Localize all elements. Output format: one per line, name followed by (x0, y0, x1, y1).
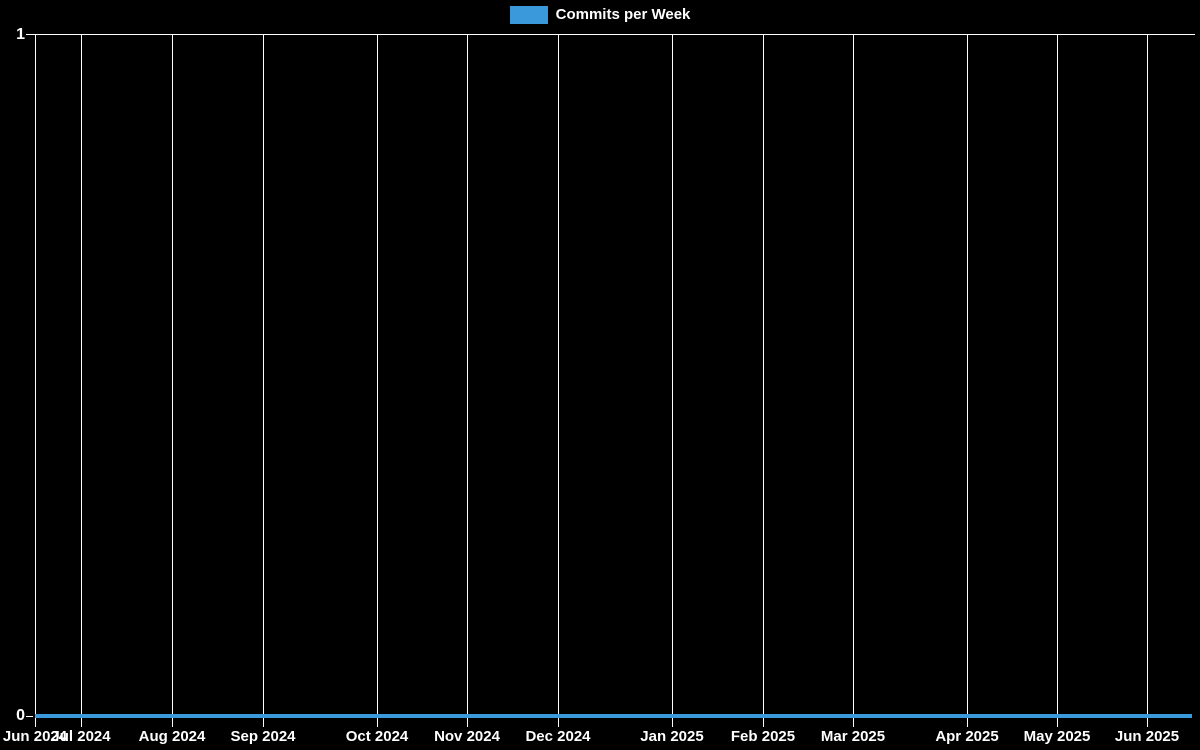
gridline-month (763, 34, 764, 727)
gridline-month (853, 34, 854, 727)
gridline-y-max (33, 34, 1195, 35)
legend[interactable]: Commits per Week (0, 6, 1200, 24)
gridline-month (672, 34, 673, 727)
y-tick-max (26, 34, 33, 35)
data-line-commits (35, 714, 1192, 718)
x-axis-label: Oct 2024 (345, 728, 409, 745)
gridline-month (1147, 34, 1148, 727)
x-axis-label: May 2025 (1023, 728, 1091, 745)
gridline-month (1057, 34, 1058, 727)
legend-swatch-icon (509, 6, 548, 24)
x-axis-label: Feb 2025 (730, 728, 796, 745)
x-axis-label: Aug 2024 (138, 728, 206, 745)
x-axis-label: Dec 2024 (525, 728, 591, 745)
y-tick-min (26, 716, 33, 717)
gridline-month (558, 34, 559, 727)
gridline-month (967, 34, 968, 727)
x-axis-label: Jul 2024 (51, 728, 111, 745)
x-axis-label: Sep 2024 (230, 728, 296, 745)
legend-label: Commits per Week (555, 6, 691, 23)
gridline-month (263, 34, 264, 727)
x-axis-label: Jun 2025 (1114, 728, 1180, 745)
x-axis-label: Apr 2025 (935, 728, 999, 745)
gridline-month (172, 34, 173, 727)
x-axis-label: Nov 2024 (434, 728, 500, 745)
gridline-month (35, 34, 36, 727)
x-axis-label: Jun 2024 (2, 728, 68, 745)
y-axis-label-min: 0 (16, 707, 25, 724)
x-axis-label: Jan 2025 (640, 728, 704, 745)
x-axis-label: Mar 2025 (820, 728, 886, 745)
gridline-month (467, 34, 468, 727)
gridline-month (377, 34, 378, 727)
y-axis-label-max: 1 (16, 26, 25, 43)
gridline-month (81, 34, 82, 727)
